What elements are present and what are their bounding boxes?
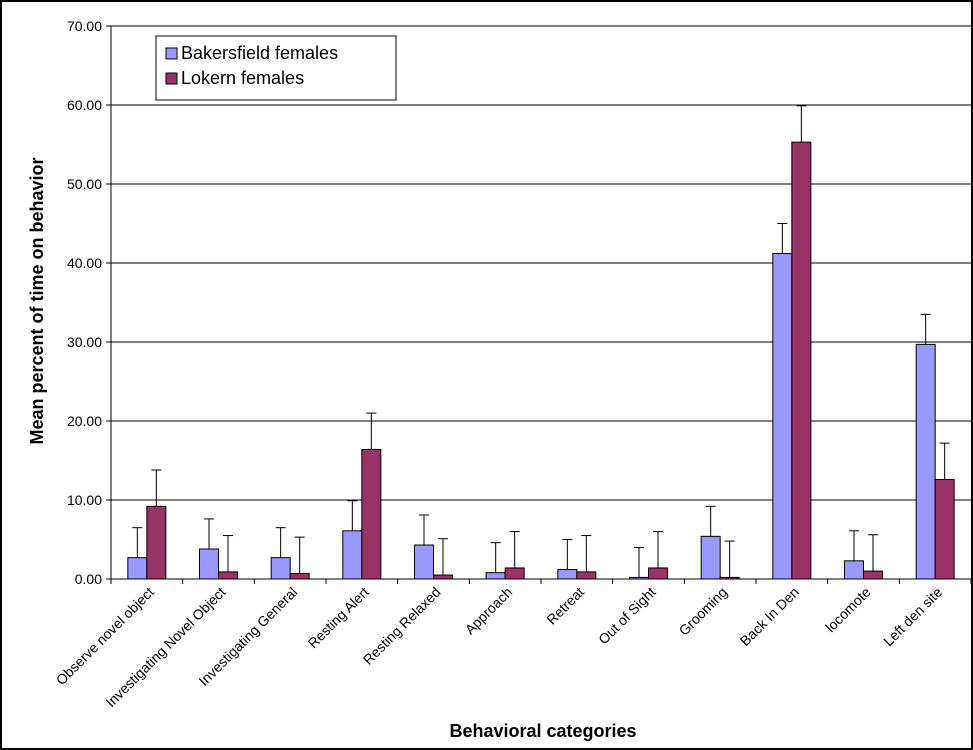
bar-bakersfield bbox=[128, 558, 147, 579]
bar-lokern bbox=[290, 573, 309, 579]
bar-lokern bbox=[219, 572, 238, 579]
bar-lokern bbox=[577, 572, 596, 579]
bar-bakersfield bbox=[343, 531, 362, 579]
y-tick-labels: 0.00 10.00 20.00 30.00 40.00 50.00 60.00 70.00 bbox=[67, 18, 102, 587]
bar-lokern bbox=[147, 506, 166, 579]
bars bbox=[128, 142, 954, 579]
y-tick-label: 40.00 bbox=[67, 255, 102, 271]
bar-bakersfield bbox=[558, 570, 577, 579]
bar-lokern bbox=[935, 479, 954, 579]
bar-bakersfield bbox=[271, 558, 290, 579]
legend-swatch-lokern bbox=[166, 73, 177, 84]
x-category-label: Approach bbox=[462, 584, 516, 638]
bar-bakersfield bbox=[415, 545, 434, 579]
bar-bakersfield bbox=[845, 561, 864, 579]
x-category-label: Out of Sight bbox=[595, 584, 659, 648]
x-category-label: Resting Alert bbox=[305, 584, 373, 652]
bar-bakersfield bbox=[701, 536, 720, 579]
x-category-label: locomote bbox=[822, 584, 874, 636]
bar-bakersfield bbox=[486, 573, 505, 579]
bar-lokern bbox=[362, 449, 381, 579]
y-tick-label: 30.00 bbox=[67, 334, 102, 350]
bar-lokern bbox=[864, 571, 883, 579]
bar-bakersfield bbox=[916, 344, 935, 579]
x-axis-title: Behavioral categories bbox=[449, 721, 636, 741]
legend-label-bakersfield: Bakersfield females bbox=[181, 43, 338, 63]
y-tick-label: 10.00 bbox=[67, 492, 102, 508]
x-category-label: Resting Relaxed bbox=[360, 584, 444, 668]
x-category-label: Retreat bbox=[543, 584, 587, 628]
legend-label-lokern: Lokern females bbox=[181, 68, 304, 88]
x-category-label: Grooming bbox=[676, 584, 731, 639]
x-category-label: Left den site bbox=[880, 584, 945, 649]
y-tick-label: 20.00 bbox=[67, 413, 102, 429]
legend-swatch-bakersfield bbox=[166, 48, 177, 59]
y-tick-label: 50.00 bbox=[67, 176, 102, 192]
bar-lokern bbox=[434, 575, 453, 579]
y-tick-label: 70.00 bbox=[67, 18, 102, 34]
bar-lokern bbox=[792, 142, 811, 579]
gridlines bbox=[106, 26, 971, 579]
legend: Bakersfield females Lokern females bbox=[156, 36, 396, 100]
y-axis-title: Mean percent of time on behavior bbox=[27, 157, 47, 444]
bar-bakersfield bbox=[773, 254, 792, 579]
x-category-label: Investigating Novel Object bbox=[102, 584, 228, 710]
bar-lokern bbox=[649, 568, 668, 579]
bar-lokern bbox=[505, 568, 524, 579]
x-category-label: Back In Den bbox=[737, 584, 802, 649]
bar-bakersfield bbox=[200, 549, 219, 579]
y-tick-label: 60.00 bbox=[67, 97, 102, 113]
y-tick-label: 0.00 bbox=[75, 571, 102, 587]
